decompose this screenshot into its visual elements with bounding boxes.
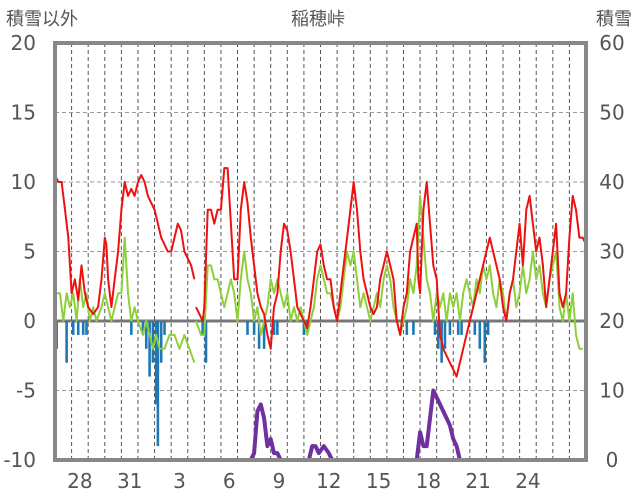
precip-bar — [163, 321, 166, 335]
precip-bar — [156, 321, 160, 447]
precip-bar — [71, 321, 75, 335]
x-tick-label: 28 — [67, 469, 92, 493]
precip-bar — [130, 321, 133, 335]
right-tick-label: 0 — [606, 448, 619, 472]
precip-bar — [433, 321, 437, 335]
precip-bar — [405, 321, 409, 335]
x-tick-label: 9 — [273, 469, 286, 493]
precip-bar — [412, 321, 415, 335]
green-series-line — [55, 236, 196, 364]
right-tick-label: 50 — [599, 101, 624, 125]
precip-bar — [483, 321, 487, 363]
precip-bar — [148, 321, 151, 377]
precip-bar — [65, 321, 68, 363]
precip-bar — [456, 321, 460, 335]
x-tick-label: 15 — [366, 469, 391, 493]
red-series-line — [54, 174, 196, 316]
precip-bar — [276, 321, 279, 335]
x-tick-label: 21 — [465, 469, 490, 493]
red-series-line — [195, 167, 587, 378]
x-tick-label: 24 — [515, 469, 540, 493]
precip-bar — [272, 321, 276, 335]
precip-bar — [486, 321, 490, 335]
precip-bar — [257, 321, 261, 349]
precip-bar — [478, 321, 482, 349]
x-tick-label: 18 — [416, 469, 441, 493]
right-axis-label: 積雪 — [596, 9, 632, 30]
right-tick-label: 20 — [599, 309, 624, 333]
precip-bar — [443, 321, 447, 349]
snow-depth-line — [55, 388, 586, 462]
right-tick-label: 10 — [599, 379, 624, 403]
precip-bar — [473, 321, 477, 335]
precip-bar — [201, 321, 204, 335]
precip-bar — [144, 321, 148, 349]
plot-frame — [53, 41, 588, 462]
precip-bar — [302, 321, 306, 335]
right-tick-label: 60 — [599, 31, 624, 55]
precip-bar — [246, 321, 249, 335]
precip-bar — [460, 321, 463, 335]
precip-bar — [252, 321, 256, 335]
left-axis-label: 積雪以外 — [6, 9, 78, 30]
x-tick-label: 31 — [117, 469, 142, 493]
precip-bar — [76, 321, 80, 335]
precip-bar — [154, 321, 158, 405]
bar-series — [55, 321, 490, 447]
precip-bar — [81, 321, 85, 335]
x-tick-label: 12 — [316, 469, 341, 493]
right-tick-label: 40 — [599, 170, 624, 194]
x-tick-label: 6 — [223, 469, 236, 493]
left-tick-label: -10 — [3, 448, 36, 472]
precip-bar — [262, 321, 266, 349]
x-tick-label: 3 — [173, 469, 186, 493]
left-tick-label: 15 — [11, 101, 36, 125]
precip-bar — [159, 321, 163, 363]
precip-bar — [204, 321, 208, 363]
precip-bar — [448, 321, 452, 335]
right-tick-label: 30 — [599, 240, 624, 264]
left-tick-label: 5 — [23, 240, 36, 264]
green-series-line — [195, 194, 583, 350]
left-tick-label: 0 — [23, 309, 36, 333]
grid — [55, 43, 586, 460]
left-tick-label: -5 — [16, 379, 36, 403]
precip-bar — [141, 321, 145, 335]
precip-bar — [437, 321, 440, 349]
precip-bar — [151, 321, 155, 363]
line-series — [54, 167, 587, 462]
chart-title: 稲穂峠 — [291, 9, 345, 30]
left-tick-label: 20 — [11, 31, 36, 55]
precip-bar — [85, 321, 88, 335]
left-tick-label: 10 — [11, 170, 36, 194]
